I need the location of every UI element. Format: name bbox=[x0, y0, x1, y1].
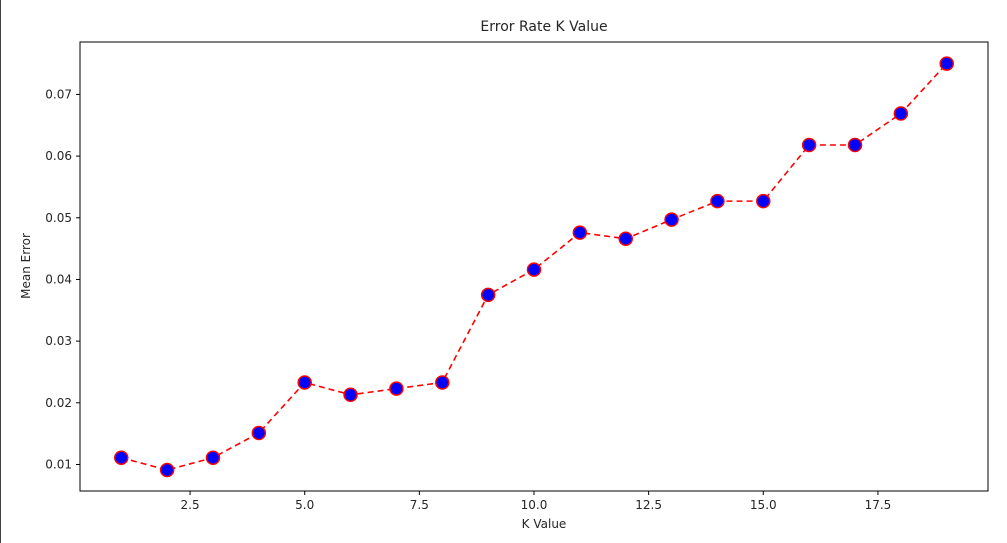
data-point bbox=[526, 262, 542, 277]
y-tick-label: 0.05 bbox=[45, 211, 72, 225]
data-point bbox=[710, 193, 725, 209]
x-tick-label: 12.5 bbox=[635, 498, 662, 512]
x-tick-label: 5.0 bbox=[295, 498, 314, 512]
data-point bbox=[343, 387, 358, 403]
data-point bbox=[756, 193, 771, 209]
x-axis-label: K Value bbox=[522, 517, 567, 531]
x-tick-label: 7.5 bbox=[410, 498, 429, 512]
x-tick-label: 2.5 bbox=[181, 498, 200, 512]
series-layer bbox=[114, 56, 954, 478]
data-point bbox=[389, 381, 404, 396]
data-point bbox=[664, 212, 679, 227]
x-tick-label: 10.0 bbox=[521, 498, 548, 512]
chart-title: Error Rate K Value bbox=[480, 19, 607, 35]
y-axis-label: Mean Error bbox=[19, 233, 33, 299]
data-point bbox=[251, 425, 267, 441]
y-axis-ticks: 0.01 0.02 0.03 0.04 0.05 0.06 0.07 bbox=[45, 87, 80, 471]
data-point bbox=[114, 450, 129, 465]
data-point bbox=[801, 137, 817, 153]
data-point bbox=[618, 231, 633, 246]
data-point bbox=[205, 450, 221, 465]
data-point bbox=[159, 462, 175, 478]
y-tick-label: 0.06 bbox=[45, 149, 72, 163]
x-tick-label: 17.5 bbox=[865, 498, 892, 512]
data-point bbox=[297, 375, 312, 390]
data-point bbox=[435, 375, 450, 390]
y-tick-label: 0.07 bbox=[45, 87, 72, 101]
data-point bbox=[893, 106, 909, 121]
data-point bbox=[847, 137, 863, 153]
data-point bbox=[480, 287, 496, 303]
y-tick-label: 0.03 bbox=[45, 334, 72, 348]
y-tick-label: 0.01 bbox=[45, 457, 72, 471]
x-axis-ticks: 2.5 5.0 7.5 10.0 12.5 15.0 17.5 bbox=[181, 491, 892, 512]
data-point bbox=[939, 56, 954, 71]
y-tick-label: 0.04 bbox=[45, 272, 72, 286]
y-tick-label: 0.02 bbox=[45, 396, 72, 410]
data-point bbox=[572, 225, 588, 240]
x-tick-label: 15.0 bbox=[750, 498, 777, 512]
